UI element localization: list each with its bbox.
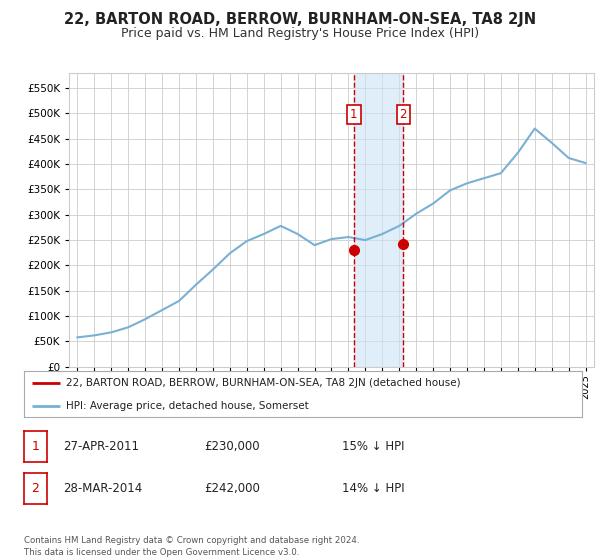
Text: 27-APR-2011: 27-APR-2011 — [63, 440, 139, 453]
Text: £242,000: £242,000 — [204, 482, 260, 495]
Text: 1: 1 — [31, 440, 40, 453]
Text: HPI: Average price, detached house, Somerset: HPI: Average price, detached house, Some… — [66, 401, 308, 410]
Text: 1: 1 — [350, 108, 358, 121]
Text: Price paid vs. HM Land Registry's House Price Index (HPI): Price paid vs. HM Land Registry's House … — [121, 27, 479, 40]
Text: 2: 2 — [31, 482, 40, 495]
Text: 15% ↓ HPI: 15% ↓ HPI — [342, 440, 404, 453]
Text: 28-MAR-2014: 28-MAR-2014 — [63, 482, 142, 495]
Text: 2: 2 — [400, 108, 407, 121]
Text: £230,000: £230,000 — [204, 440, 260, 453]
Text: 22, BARTON ROAD, BERROW, BURNHAM-ON-SEA, TA8 2JN (detached house): 22, BARTON ROAD, BERROW, BURNHAM-ON-SEA,… — [66, 378, 460, 388]
Text: 22, BARTON ROAD, BERROW, BURNHAM-ON-SEA, TA8 2JN: 22, BARTON ROAD, BERROW, BURNHAM-ON-SEA,… — [64, 12, 536, 27]
Text: 14% ↓ HPI: 14% ↓ HPI — [342, 482, 404, 495]
Bar — [354, 73, 403, 367]
Text: Contains HM Land Registry data © Crown copyright and database right 2024.
This d: Contains HM Land Registry data © Crown c… — [24, 536, 359, 557]
